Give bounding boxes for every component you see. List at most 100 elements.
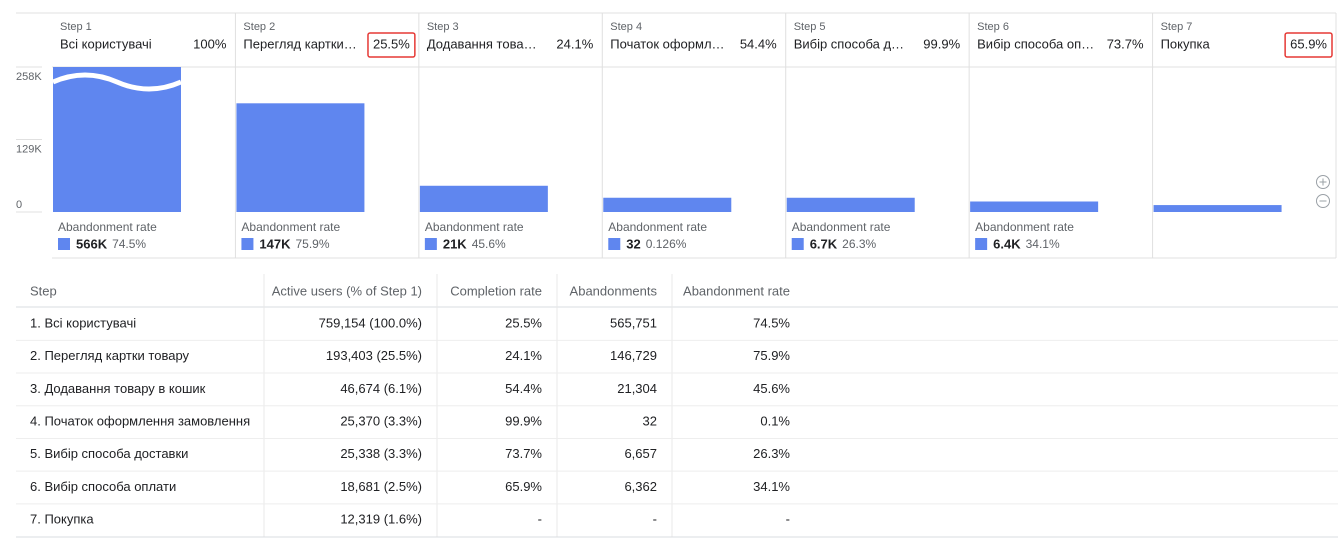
table-header: Active users (% of Step 1) [272,283,422,298]
table-cell: 46,674 (6.1%) [340,381,422,396]
table-cell: 6,362 [624,479,657,494]
bar [1153,205,1282,212]
table-cell: 6. Вибір способа оплати [30,479,176,494]
y-tick-label: 129K [16,143,42,155]
completion-rate: 24.1% [556,36,593,51]
legend-swatch [424,238,437,250]
table-cell: 73.7% [505,446,542,461]
table-cell: 65.9% [505,479,542,494]
abandonment-rate: 75.9% [296,237,330,251]
y-tick-label: 0 [16,199,22,211]
abandonment-rate: 0.126% [646,237,687,251]
zoom-in[interactable] [1316,175,1330,189]
abandonment-rate: 45.6% [472,237,506,251]
table-cell: 7. Покупка [30,512,94,527]
table-cell: 25,338 (3.3%) [340,446,422,461]
abandonment-label: Abandonment rate [425,220,524,234]
table-cell: 24.1% [505,348,542,363]
bar [53,67,181,212]
legend-swatch [241,238,254,250]
step-label: Step 1 [60,21,92,33]
table-header: Abandonments [570,283,658,298]
abandonment-rate: 26.3% [842,237,876,251]
bar [786,197,915,212]
table-cell: 45.6% [753,381,790,396]
abandonment-rate: 74.5% [112,237,146,251]
table-cell: 26.3% [753,446,790,461]
abandonment-label: Abandonment rate [58,220,157,234]
highlight-box [367,32,416,58]
legend-swatch [58,238,70,250]
bar [419,185,548,212]
bars [51,67,1282,212]
abandonment-count: 32 [626,236,640,251]
table-cell: 25,370 (3.3%) [340,414,422,429]
table-cell: 0.1% [760,414,790,429]
table-cell: 32 [643,414,657,429]
zoom-out[interactable] [1316,194,1330,208]
table-cell: 193,403 (25.5%) [326,348,422,363]
step-name: Всі користувачі [60,36,152,51]
table-cell: - [653,512,657,527]
table-header: Abandonment rate [683,283,790,298]
step-label: Step 6 [977,21,1009,33]
abandonment-count: 6.4K [993,236,1021,251]
axis-break [51,72,183,92]
table-cell: 2. Перегляд картки товару [30,348,190,363]
abandonment-rate: 34.1% [1026,237,1060,251]
table-cell: 146,729 [610,348,657,363]
table-cell: 18,681 (2.5%) [340,479,422,494]
abandonment-label: Abandonment rate [975,220,1074,234]
step-label: Step 5 [794,21,826,33]
step-label: Step 4 [610,21,642,33]
table-cell: - [786,512,790,527]
legend-swatch [608,238,621,250]
abandonment-count: 6.7K [810,236,838,251]
step-label: Step 3 [427,21,459,33]
highlight-box [1284,32,1333,58]
completion-rate: 65.9% [1290,36,1327,51]
table-cell: 99.9% [505,414,542,429]
abandonment-label: Abandonment rate [792,220,891,234]
bar [970,201,1099,212]
step-name: Вибір способа оп… [977,36,1094,51]
table-cell: 759,154 (100.0%) [319,315,422,330]
table-cell: 4. Початок оформлення замовлення [30,414,250,429]
y-tick-label: 258K [16,71,42,83]
table-cell: 565,751 [610,315,657,330]
step-label: Step 2 [243,21,275,33]
table-header: Step [30,283,57,298]
abandonment-label: Abandonment rate [241,220,340,234]
table-header: Completion rate [450,283,542,298]
completion-rate: 54.4% [740,36,777,51]
abandonment-count: 566K [76,236,108,251]
step-name: Вибір способа д… [794,36,904,51]
legend-swatch [791,238,804,250]
table-cell: 75.9% [753,348,790,363]
table-cell: 6,657 [624,446,657,461]
step-name: Покупка [1161,36,1211,51]
completion-rate: 99.9% [923,36,960,51]
completion-rate: 100% [193,36,227,51]
step-name: Перегляд картки… [243,36,356,51]
abandonment-count: 21K [443,236,467,251]
legend-swatch [975,238,988,250]
table-cell: 12,319 (1.6%) [340,512,422,527]
table-cell: 5. Вибір способа доставки [30,446,188,461]
table-cell: 34.1% [753,479,790,494]
table-cell: 21,304 [617,381,657,396]
table-cell: 54.4% [505,381,542,396]
table-cell: 3. Додавання товару в кошик [30,381,206,396]
table-cell: 74.5% [753,315,790,330]
step-name: Додавання това… [427,36,537,51]
step-label: Step 7 [1161,21,1193,33]
bar [236,103,365,212]
bar [603,197,732,212]
abandonment-count: 147K [259,236,291,251]
completion-rate: 25.5% [373,36,410,51]
table-cell: 1. Всі користувачі [30,315,136,330]
completion-rate: 73.7% [1107,36,1144,51]
table-cell: 25.5% [505,315,542,330]
step-name: Початок оформл… [610,36,724,51]
